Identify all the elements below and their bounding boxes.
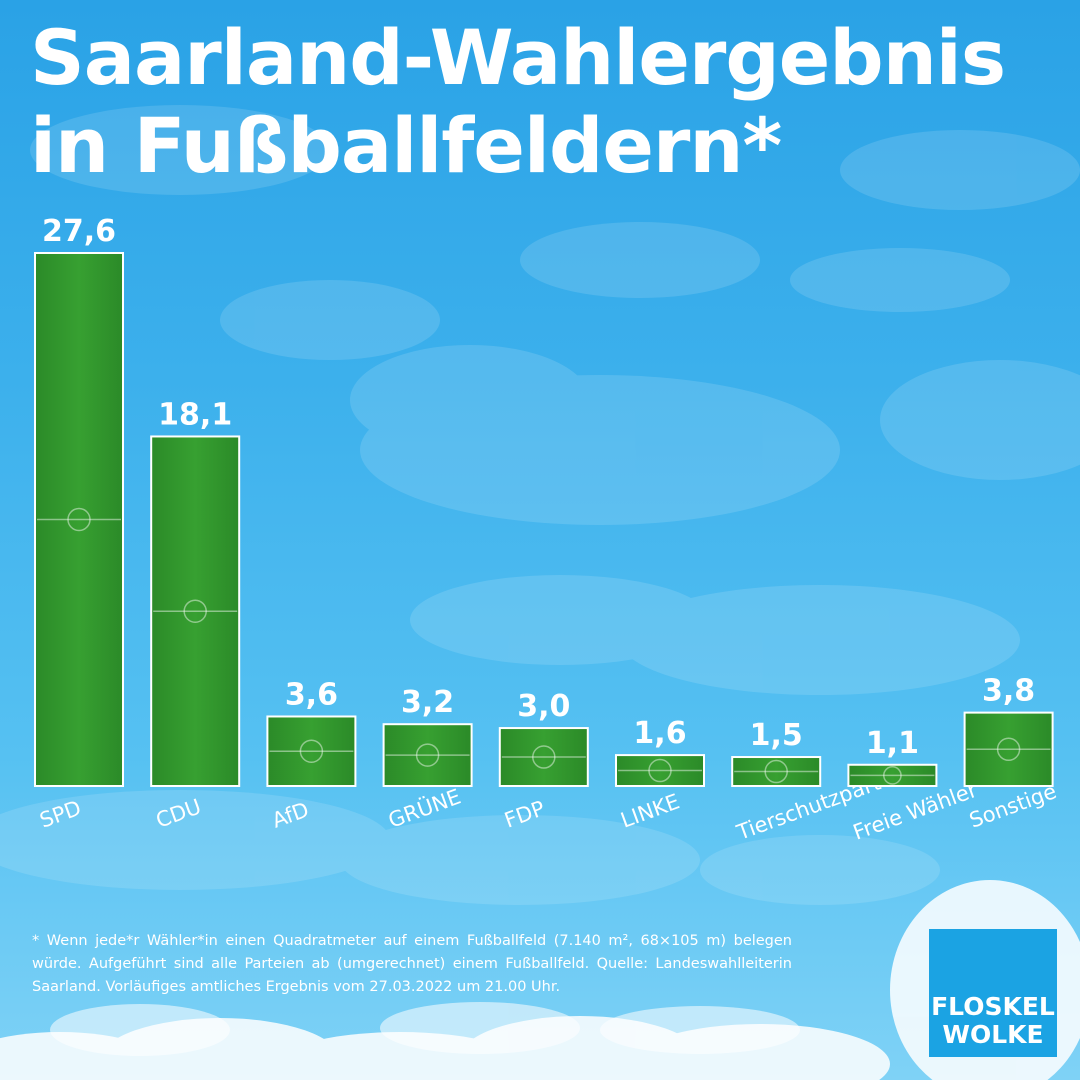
value-label-freie-wähler: 1,1 (866, 726, 919, 761)
field-centre-circle (883, 766, 902, 785)
field-centre-circle (996, 737, 1021, 762)
bar-cdu (150, 435, 241, 787)
bar-group-fdp: 3,0 FDP (498, 689, 589, 833)
logo-line-1: FLOSKEL (931, 992, 1055, 1021)
field-centre-circle (299, 739, 324, 763)
field-centre-circle (415, 743, 440, 767)
bar-spd (34, 252, 124, 787)
bar-group-cdu: 18,1 CDU (150, 397, 241, 833)
category-label-grüne: GRÜNE (385, 783, 464, 832)
bar-linke (615, 754, 705, 787)
bar-group-afd: 3,6 AfD (266, 677, 357, 833)
bar-fdp (498, 727, 589, 788)
bar-afd (266, 715, 357, 788)
category-label-afd: AfD (269, 797, 312, 832)
category-label-fdp: FDP (501, 796, 548, 833)
category-label-sonstige: Sonstige (966, 779, 1059, 833)
title-line-2: in Fußballfeldern* (30, 101, 782, 190)
field-centre-circle (67, 507, 91, 532)
value-label-cdu: 18,1 (158, 397, 232, 432)
bar-tierschutzpartei (731, 756, 822, 787)
field-centre-circle (648, 758, 672, 783)
category-label-spd: SPD (37, 796, 85, 833)
bar-freie-wähler (847, 763, 938, 788)
footnote: * Wenn jede*r Wähler*in einen Quadratmet… (32, 933, 792, 995)
value-label-fdp: 3,0 (517, 689, 570, 724)
bar-group-spd: 27,6 SPD (34, 214, 124, 833)
category-label-linke: LINKE (618, 789, 683, 832)
value-label-tierschutzpartei: 1,5 (750, 718, 803, 753)
logo-line-2: WOLKE (942, 1020, 1044, 1049)
value-label-spd: 27,6 (42, 214, 116, 249)
bar-group-sonstige: 3,8 Sonstige (963, 674, 1060, 833)
chart-title: Saarland-Wahlergebnis in Fußballfeldern* (30, 13, 1006, 190)
bar-grüne (382, 723, 473, 787)
value-label-linke: 1,6 (633, 716, 686, 751)
value-label-sonstige: 3,8 (982, 674, 1035, 709)
value-label-afd: 3,6 (285, 677, 338, 712)
bar-group-grüne: 3,2 GRÜNE (382, 685, 473, 833)
field-centre-circle (764, 759, 788, 784)
category-label-cdu: CDU (153, 794, 205, 832)
title-line-1: Saarland-Wahlergebnis (30, 13, 1006, 102)
value-label-grüne: 3,2 (401, 685, 454, 720)
field-centre-circle (183, 599, 207, 623)
floskelwolke-logo: FLOSKEL WOLKE (929, 929, 1057, 1057)
bar-group-linke: 1,6 LINKE (615, 716, 705, 833)
field-centre-circle (532, 745, 556, 769)
bar-sonstige (963, 711, 1054, 788)
